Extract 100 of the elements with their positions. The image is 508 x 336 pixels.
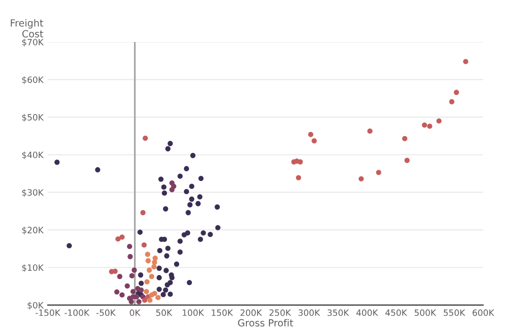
point [186,210,191,216]
point [308,132,314,138]
point [142,298,148,303]
point [137,230,143,235]
point [296,175,302,180]
point [198,176,204,182]
point [157,248,162,254]
point [95,167,100,172]
point [160,292,166,298]
point [312,138,317,144]
point [117,274,122,280]
y-tick-label: $20K [22,226,44,234]
x-tick-label: 0K [130,309,141,316]
y-tick-label: $30K [22,189,44,197]
point [184,166,190,172]
point [155,294,161,300]
x-tick-label: 150K [212,309,234,316]
x-tick-label: 500K [414,309,436,316]
point [208,232,213,238]
point [147,298,153,303]
point [427,124,432,129]
point [187,202,193,208]
point [142,136,148,141]
point [164,282,170,288]
y-tick-label: $10K [22,264,44,272]
x-tick-label: 550K [444,309,466,316]
point [156,266,162,271]
point [463,58,468,64]
point [119,292,125,298]
point [200,230,206,236]
point [168,292,173,297]
point [298,159,303,164]
point [165,146,171,152]
point [165,246,171,251]
point [169,187,175,192]
point [190,152,196,158]
point [138,280,144,286]
point [422,122,428,128]
point [189,196,194,202]
x-tick-label: 450K [385,309,408,316]
x-tick-label: 600K [472,309,494,316]
point [178,174,183,179]
point [156,286,162,292]
point [195,201,201,206]
point [189,184,194,189]
point [132,268,137,273]
point [115,236,121,242]
point [152,260,158,265]
x-tick-label: 350K [328,309,350,316]
point [174,262,180,267]
point [119,234,125,240]
point [161,184,166,190]
point [449,99,454,104]
y-tick-label: $40K [22,151,44,160]
point [197,194,202,200]
x-tick-label: 50K [156,309,172,316]
point [149,274,154,280]
point [128,254,133,260]
x-tick-label: 200K [240,309,262,316]
x-tick-label: 300K [298,309,320,316]
point [185,230,190,236]
point [178,238,183,244]
point [367,128,373,134]
point [144,252,150,257]
point [404,158,410,163]
x-tick-label: -50K [96,309,116,316]
x-tick-label: 250K [270,309,292,316]
x-tick-label: -150K [36,309,61,316]
point [158,176,164,182]
point [164,253,170,258]
point [144,279,150,284]
point [127,296,132,301]
point [156,275,162,280]
point [142,242,147,248]
point [152,290,158,296]
point [130,288,136,294]
point [114,289,120,295]
point [124,283,130,289]
point [162,287,168,293]
point [129,273,135,278]
y-tick-label: $0K [28,302,44,310]
point [144,288,150,294]
point [151,264,157,270]
point [54,160,60,165]
point [214,204,220,210]
point [162,190,168,196]
point [146,268,152,273]
y-axis-title: Freight Cost [10,19,44,38]
x-axis-title: Gross Profit [238,318,294,327]
x-tick-label: 100K [182,309,204,316]
y-tick-label: $70K [22,38,44,47]
point [66,243,72,248]
point [454,90,460,95]
point [436,118,442,124]
point [168,140,173,146]
point [198,236,204,242]
point [358,176,364,182]
point [164,268,169,274]
point [135,286,140,292]
point [178,249,183,255]
